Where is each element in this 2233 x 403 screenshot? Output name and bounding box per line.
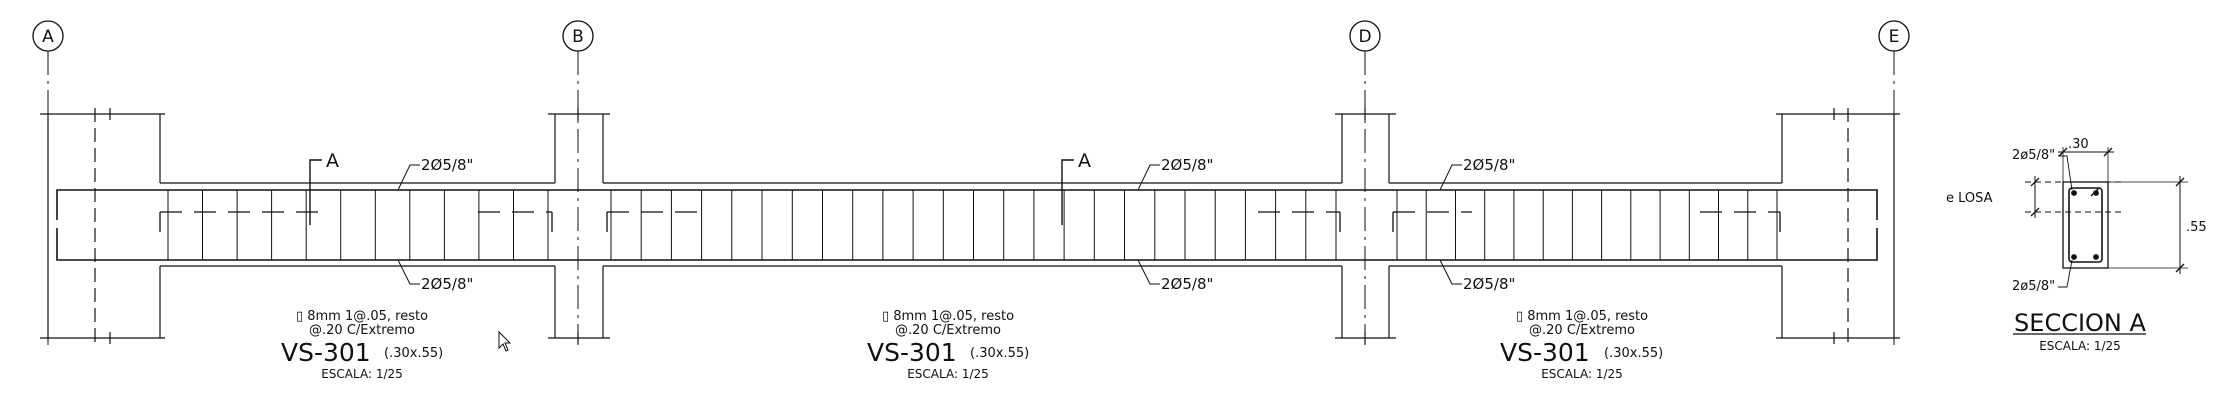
- axis-d-label: D: [1358, 27, 1371, 47]
- bottom-rebar: [56, 228, 1878, 261]
- section-height: .55: [2186, 220, 2207, 235]
- bottom-bar-callout-1: 2Ø5/8": [421, 275, 473, 293]
- beam-size: (.30x.55): [1604, 346, 1663, 361]
- mouse-cursor-icon: [498, 330, 512, 352]
- beam-outline: [160, 182, 1782, 267]
- cut-marker-1: [309, 159, 322, 225]
- stirrup-note-line-1: ▯ 8mm 1@.05, resto: [1516, 309, 1648, 324]
- axis-b: B: [562, 20, 594, 345]
- stirrup-note-line-1: ▯ 8mm 1@.05, resto: [296, 309, 428, 324]
- cut-marker-1-label: A: [326, 150, 339, 172]
- beam-size: (.30x.55): [970, 346, 1029, 361]
- axis-d: D: [1349, 20, 1381, 345]
- axis-e-label: E: [1889, 27, 1900, 47]
- column-e: [1776, 108, 1900, 345]
- section-top-bars: 2ø5/8": [2012, 148, 2055, 163]
- stirrup-note-line-2: @.20 C/Extremo: [309, 323, 415, 338]
- beam-name: VS-301: [867, 338, 957, 367]
- top-bar-callout-1: 2Ø5/8": [421, 156, 473, 174]
- stirrups: [167, 190, 1778, 260]
- bottom-bar-callout-3: 2Ø5/8": [1463, 275, 1515, 293]
- callout-leaders: [397, 164, 1462, 285]
- cut-marker-2: [1061, 159, 1074, 225]
- beam-scale: ESCALA: 1/25: [907, 367, 989, 381]
- cut-marker-2-label: A: [1078, 150, 1091, 172]
- beam-name: VS-301: [1500, 338, 1590, 367]
- stirrup-note-line-2: @.20 C/Extremo: [895, 323, 1001, 338]
- top-bar-callout-2: 2Ø5/8": [1161, 156, 1213, 174]
- beam-name: VS-301: [281, 338, 371, 367]
- section-slab-label: e LOSA: [1946, 191, 1993, 206]
- stirrup-note-line-2: @.20 C/Extremo: [1529, 323, 1635, 338]
- beam-scale: ESCALA: 1/25: [1541, 367, 1623, 381]
- top-rebar: [56, 189, 1878, 220]
- bottom-bar-callout-2: 2Ø5/8": [1161, 275, 1213, 293]
- anchorage-bar-ends: [159, 212, 1781, 232]
- beam-scale: ESCALA: 1/25: [321, 367, 403, 381]
- beam-label-2: ▯ 8mm 1@.05, resto @.20 C/Extremo VS-301…: [867, 309, 1029, 381]
- axis-a-label: A: [42, 27, 54, 47]
- section-scale: ESCALA: 1/25: [2039, 339, 2121, 353]
- section-title: SECCION A: [2014, 309, 2146, 337]
- beam-size: (.30x.55): [384, 346, 443, 361]
- section-bottom-bars: 2ø5/8": [2012, 279, 2055, 294]
- stirrup-note-line-1: ▯ 8mm 1@.05, resto: [882, 309, 1014, 324]
- section-a-drawing: [2013, 147, 2188, 335]
- column-b: [548, 108, 610, 344]
- axis-b-label: B: [572, 27, 584, 47]
- section-width: .30: [2068, 137, 2089, 152]
- beam-label-1: ▯ 8mm 1@.05, resto @.20 C/Extremo VS-301…: [281, 309, 443, 381]
- column-a: [40, 108, 165, 345]
- column-d: [1335, 108, 1396, 344]
- top-bar-callout-3: 2Ø5/8": [1463, 156, 1515, 174]
- beam-label-3: ▯ 8mm 1@.05, resto @.20 C/Extremo VS-301…: [1500, 309, 1663, 381]
